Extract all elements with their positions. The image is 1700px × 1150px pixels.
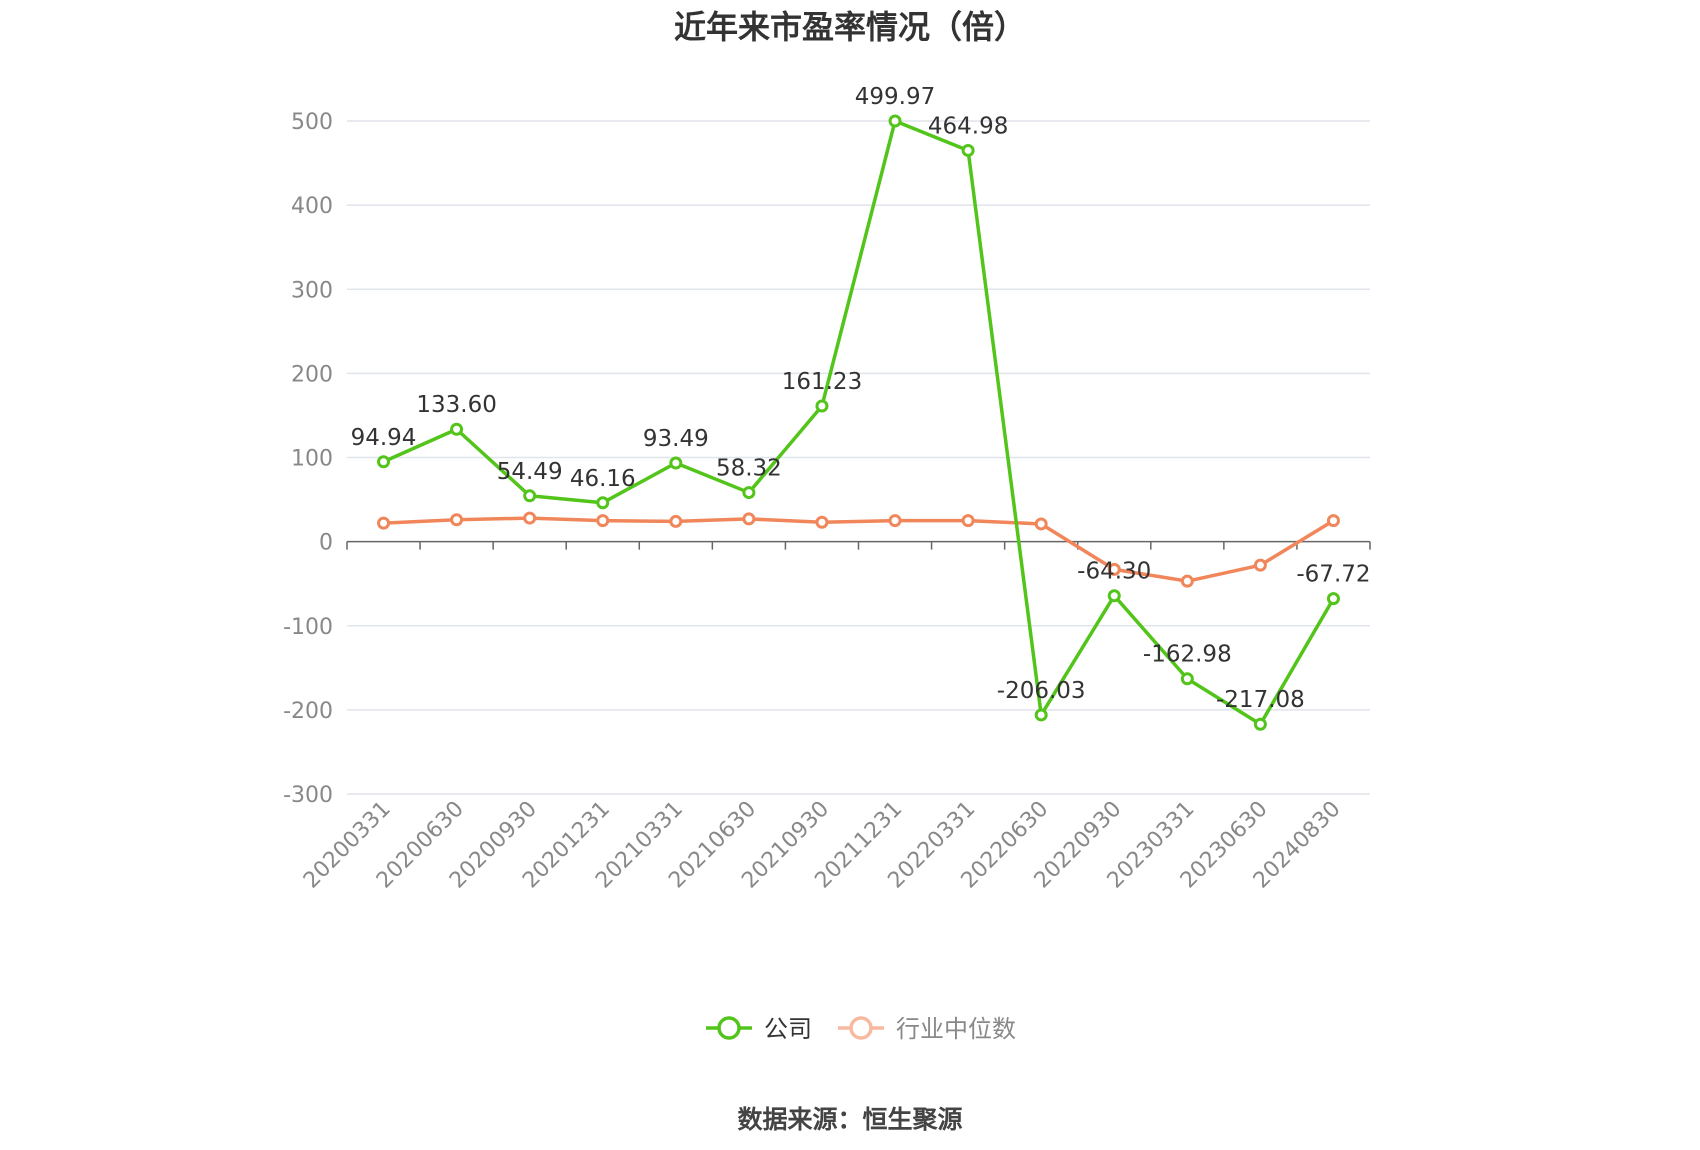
data-point-industry-median[interactable]	[1253, 558, 1267, 572]
legend[interactable]: 公司 行业中位数	[706, 1015, 1016, 1043]
data-point-company[interactable]	[1180, 672, 1194, 686]
data-point-company[interactable]	[1107, 589, 1121, 603]
data-point-industry-median[interactable]	[742, 512, 756, 526]
data-label: 133.60	[416, 392, 496, 418]
legend-label: 公司	[764, 1015, 812, 1043]
data-label: 93.49	[643, 426, 709, 452]
data-point-company[interactable]	[450, 422, 464, 436]
data-point-company[interactable]	[669, 456, 683, 470]
y-tick-label: 400	[291, 194, 333, 219]
x-axis: 2020033120200630202009302020123120210331…	[299, 540, 1371, 893]
data-label: -162.98	[1143, 642, 1232, 668]
data-label: 161.23	[782, 369, 862, 395]
data-point-company[interactable]	[815, 399, 829, 413]
y-tick-label: 200	[291, 362, 333, 387]
chart-title: 近年来市盈率情况（倍）	[673, 8, 1026, 46]
legend-label: 行业中位数	[896, 1015, 1016, 1043]
data-point-industry-median[interactable]	[961, 514, 975, 528]
legend-item-company[interactable]: 公司	[706, 1015, 812, 1043]
data-point-industry-median[interactable]	[1180, 574, 1194, 588]
data-label: -217.08	[1216, 687, 1305, 713]
data-point-company[interactable]	[377, 455, 391, 469]
series-line-industry-median	[383, 516, 1335, 583]
data-point-company[interactable]	[1253, 717, 1267, 731]
data-label: 54.49	[497, 459, 563, 485]
data-point-industry-median[interactable]	[669, 514, 683, 528]
data-point-company[interactable]	[1326, 592, 1340, 606]
data-point-industry-median[interactable]	[523, 511, 537, 525]
series-line-company	[382, 119, 1335, 726]
data-point-company[interactable]	[742, 486, 756, 500]
data-label: 46.16	[570, 466, 636, 492]
data-label: -64.30	[1077, 559, 1151, 585]
y-tick-label: 100	[291, 447, 333, 472]
data-label: 464.98	[928, 113, 1008, 139]
data-label: -206.03	[997, 678, 1086, 704]
data-point-industry-median[interactable]	[815, 515, 829, 529]
data-point-industry-median[interactable]	[377, 516, 391, 530]
grid-lines	[347, 120, 1370, 795]
data-point-industry-median[interactable]	[1326, 514, 1340, 528]
data-point-company[interactable]	[523, 489, 537, 503]
legend-marker	[849, 1016, 873, 1040]
y-tick-label: 500	[291, 110, 333, 135]
y-tick-label: -100	[283, 615, 333, 640]
y-tick-label: -200	[283, 699, 333, 724]
data-source-note: 数据来源：恒生聚源	[737, 1105, 963, 1134]
y-tick-label: -300	[283, 783, 333, 808]
data-label: 58.32	[716, 456, 782, 482]
y-tick-label: 0	[319, 531, 333, 556]
data-point-company[interactable]	[1034, 708, 1048, 722]
y-tick-label: 300	[291, 278, 333, 303]
data-point-company[interactable]	[888, 114, 902, 128]
data-point-industry-median[interactable]	[1034, 517, 1048, 531]
data-point-company[interactable]	[961, 143, 975, 157]
data-label: 94.94	[351, 425, 417, 451]
legend-marker	[717, 1016, 741, 1040]
data-point-industry-median[interactable]	[450, 513, 464, 527]
data-point-industry-median[interactable]	[888, 514, 902, 528]
data-point-industry-median[interactable]	[596, 514, 610, 528]
data-labels: 94.94 133.60 54.49 46.16 93.49 58.32 161.23 499…	[351, 84, 1371, 713]
series-layer	[377, 114, 1340, 731]
data-point-industry-median[interactable]	[1107, 562, 1121, 576]
data-point-company[interactable]	[596, 496, 610, 510]
y-axis: 500 400 300 200 100 0 -100 -200 -300	[283, 110, 333, 808]
data-label: -67.72	[1296, 562, 1370, 588]
legend-item-industry-median[interactable]: 行业中位数	[838, 1015, 1016, 1043]
data-label: 499.97	[855, 84, 935, 110]
